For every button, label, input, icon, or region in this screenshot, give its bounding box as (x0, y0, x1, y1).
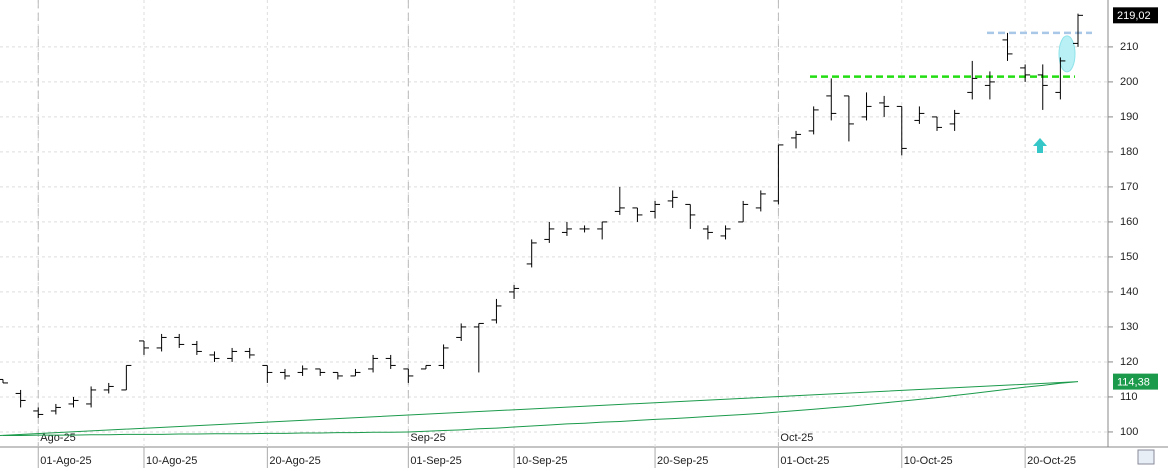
x-tick-label: 10-Sep-25 (516, 455, 567, 467)
settings-icon[interactable] (1137, 449, 1155, 465)
moving-average (0, 381, 1079, 436)
annotation-ellipse (1058, 35, 1076, 73)
y-tick-label: 130 (1120, 321, 1138, 333)
x-tick-label: 20-Oct-25 (1027, 455, 1076, 467)
ma-tag-label: 114,38 (1117, 377, 1150, 389)
x-tick-label: 20-Sep-25 (657, 455, 708, 467)
y-tick-label: 160 (1120, 216, 1138, 228)
x-tick-label: 10-Oct-25 (904, 455, 953, 467)
y-tick-label: 180 (1120, 146, 1138, 158)
x-tick-label: 01-Ago-25 (40, 455, 91, 467)
month-label: Ago-25 (40, 432, 75, 444)
x-tick-label: 01-Sep-25 (410, 455, 461, 467)
ma-tag (1113, 373, 1158, 390)
x-tick-label: 01-Oct-25 (780, 455, 829, 467)
y-tick-label: 170 (1120, 181, 1138, 193)
y-tick-label: 200 (1120, 76, 1138, 88)
y-tick-label: 120 (1120, 356, 1138, 368)
month-label: Oct-25 (780, 432, 813, 444)
last-price-tag (1113, 7, 1158, 24)
y-tick-label: 100 (1120, 426, 1138, 438)
x-tick-label: 20-Ago-25 (269, 455, 320, 467)
x-tick-label: 10-Ago-25 (146, 455, 197, 467)
last-price-tag-label: 219,02 (1117, 10, 1151, 22)
y-tick-label: 140 (1120, 286, 1138, 298)
y-tick-label: 190 (1120, 111, 1138, 123)
y-tick-label: 110 (1120, 391, 1138, 403)
annotation-arrow (1033, 138, 1047, 153)
month-label: Sep-25 (410, 432, 445, 444)
y-tick-label: 210 (1120, 41, 1138, 53)
y-tick-label: 150 (1120, 251, 1138, 263)
